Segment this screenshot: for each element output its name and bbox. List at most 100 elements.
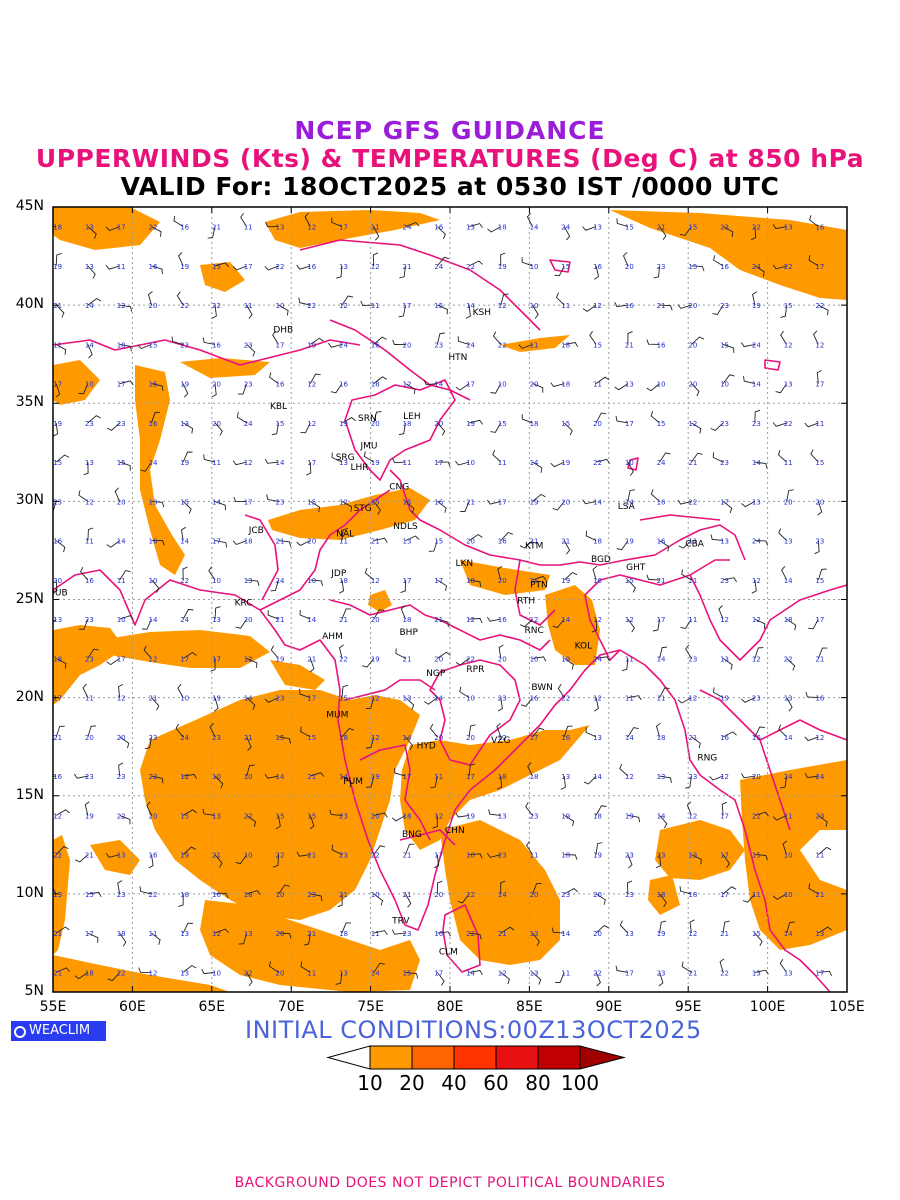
temperature-value: 22	[593, 969, 602, 977]
wind-barb	[564, 888, 579, 895]
wind-barb	[151, 697, 160, 711]
title-line-3: VALID For: 18OCT2025 at 0530 IST /0000 U…	[120, 172, 780, 201]
wind-barb	[596, 656, 610, 662]
wind-barb	[341, 727, 355, 738]
temperature-value: 11	[403, 459, 412, 467]
wind-barb	[392, 339, 406, 345]
temperature-value: 22	[784, 655, 793, 663]
temperature-value: 16	[593, 263, 602, 271]
wind-barb	[87, 932, 99, 943]
temperature-value: 12	[371, 695, 380, 703]
wind-barb	[564, 658, 574, 670]
temperature-value: 18	[244, 538, 253, 546]
wind-barb	[362, 658, 375, 668]
temperature-value: 15	[212, 263, 221, 271]
temperature-value: 17	[625, 969, 634, 977]
temperature-value: 12	[498, 969, 507, 977]
temperature-value: 11	[307, 969, 316, 977]
temperature-value: 11	[371, 302, 380, 310]
wind-barb	[424, 697, 438, 705]
temperature-value: 10	[625, 459, 634, 467]
temperature-value: 20	[593, 420, 602, 428]
temperature-value: 17	[530, 734, 539, 742]
station-label-lkn: LKN	[455, 559, 473, 569]
wind-barb	[564, 854, 578, 860]
wind-barb	[550, 382, 565, 388]
lat-label: 45N	[15, 198, 44, 214]
temperature-value: 24	[180, 616, 189, 624]
wind-barb	[751, 579, 757, 594]
station-label-chn: CHN	[445, 826, 465, 836]
temperature-value: 12	[593, 302, 602, 310]
temperature-value: 17	[180, 655, 189, 663]
wind-barb	[742, 893, 756, 903]
temperature-value: 19	[180, 459, 189, 467]
temperature-value: 20	[434, 734, 443, 742]
temperature-value: 12	[117, 302, 126, 310]
temperature-value: 21	[688, 969, 697, 977]
wind-barb	[468, 419, 483, 425]
wind-barb	[240, 213, 248, 227]
temperature-value: 22	[244, 812, 253, 820]
wind-barb	[459, 686, 470, 698]
wind-barb	[465, 305, 471, 319]
temperature-value: 10	[212, 773, 221, 781]
wind-barb	[237, 383, 248, 395]
wind-barb	[496, 776, 502, 790]
wind-barb	[140, 461, 152, 472]
wind-barb	[500, 531, 514, 541]
temperature-value: 23	[180, 341, 189, 349]
temperature-value: 18	[180, 891, 189, 899]
wind-barb	[436, 332, 445, 345]
wind-barb	[595, 925, 609, 934]
temperature-value: 22	[466, 263, 475, 271]
temperature-value: 21	[688, 459, 697, 467]
temperature-value: 19	[657, 930, 666, 938]
station-label-rnc: RNC	[525, 626, 544, 636]
wind-barb	[278, 932, 292, 939]
temperature-value: 18	[53, 224, 62, 232]
wind-barb	[405, 535, 420, 542]
temperature-value: 13	[339, 459, 348, 467]
temperature-value: 11	[117, 577, 126, 585]
wind-barb	[521, 257, 533, 267]
temperature-value: 19	[180, 381, 189, 389]
station-label-rth: RTH	[517, 596, 535, 606]
wind-barb	[437, 501, 447, 513]
temperature-value: 17	[720, 812, 729, 820]
temperature-value: 18	[403, 616, 412, 624]
wind-barb	[266, 494, 279, 502]
wind-barb	[582, 499, 597, 505]
temperature-value: 22	[784, 263, 793, 271]
wind-barb	[405, 697, 415, 710]
temperature-value: 14	[466, 969, 475, 977]
wind-barb	[87, 648, 99, 659]
temperature-value: 19	[53, 420, 62, 428]
temperature-value: 12	[720, 773, 729, 781]
wind-barb	[309, 373, 321, 384]
temperature-value: 23	[561, 891, 570, 899]
wind-barb	[267, 610, 279, 620]
wind-barb	[814, 540, 820, 555]
station-label-ght: GHT	[626, 563, 646, 573]
temperature-value: 23	[720, 224, 729, 232]
wind-barb	[741, 501, 756, 508]
temperature-value: 15	[657, 420, 666, 428]
wind-barb	[182, 451, 193, 463]
wind-barb	[595, 842, 603, 855]
wind-barb	[87, 725, 97, 738]
temperature-value: 20	[498, 577, 507, 585]
wind-barb	[754, 969, 769, 975]
temperature-value: 23	[752, 420, 761, 428]
temperature-value: 11	[371, 224, 380, 232]
wind-barb	[563, 571, 578, 581]
wind-barb	[500, 926, 515, 934]
wind-barb	[659, 687, 670, 698]
wind-barb	[106, 658, 120, 666]
temperature-value: 16	[339, 381, 348, 389]
temperature-value: 11	[561, 302, 570, 310]
temperature-value: 10	[212, 577, 221, 585]
lon-label: 90E	[595, 999, 623, 1015]
wind-barb	[498, 644, 504, 659]
temperature-value: 23	[657, 263, 666, 271]
